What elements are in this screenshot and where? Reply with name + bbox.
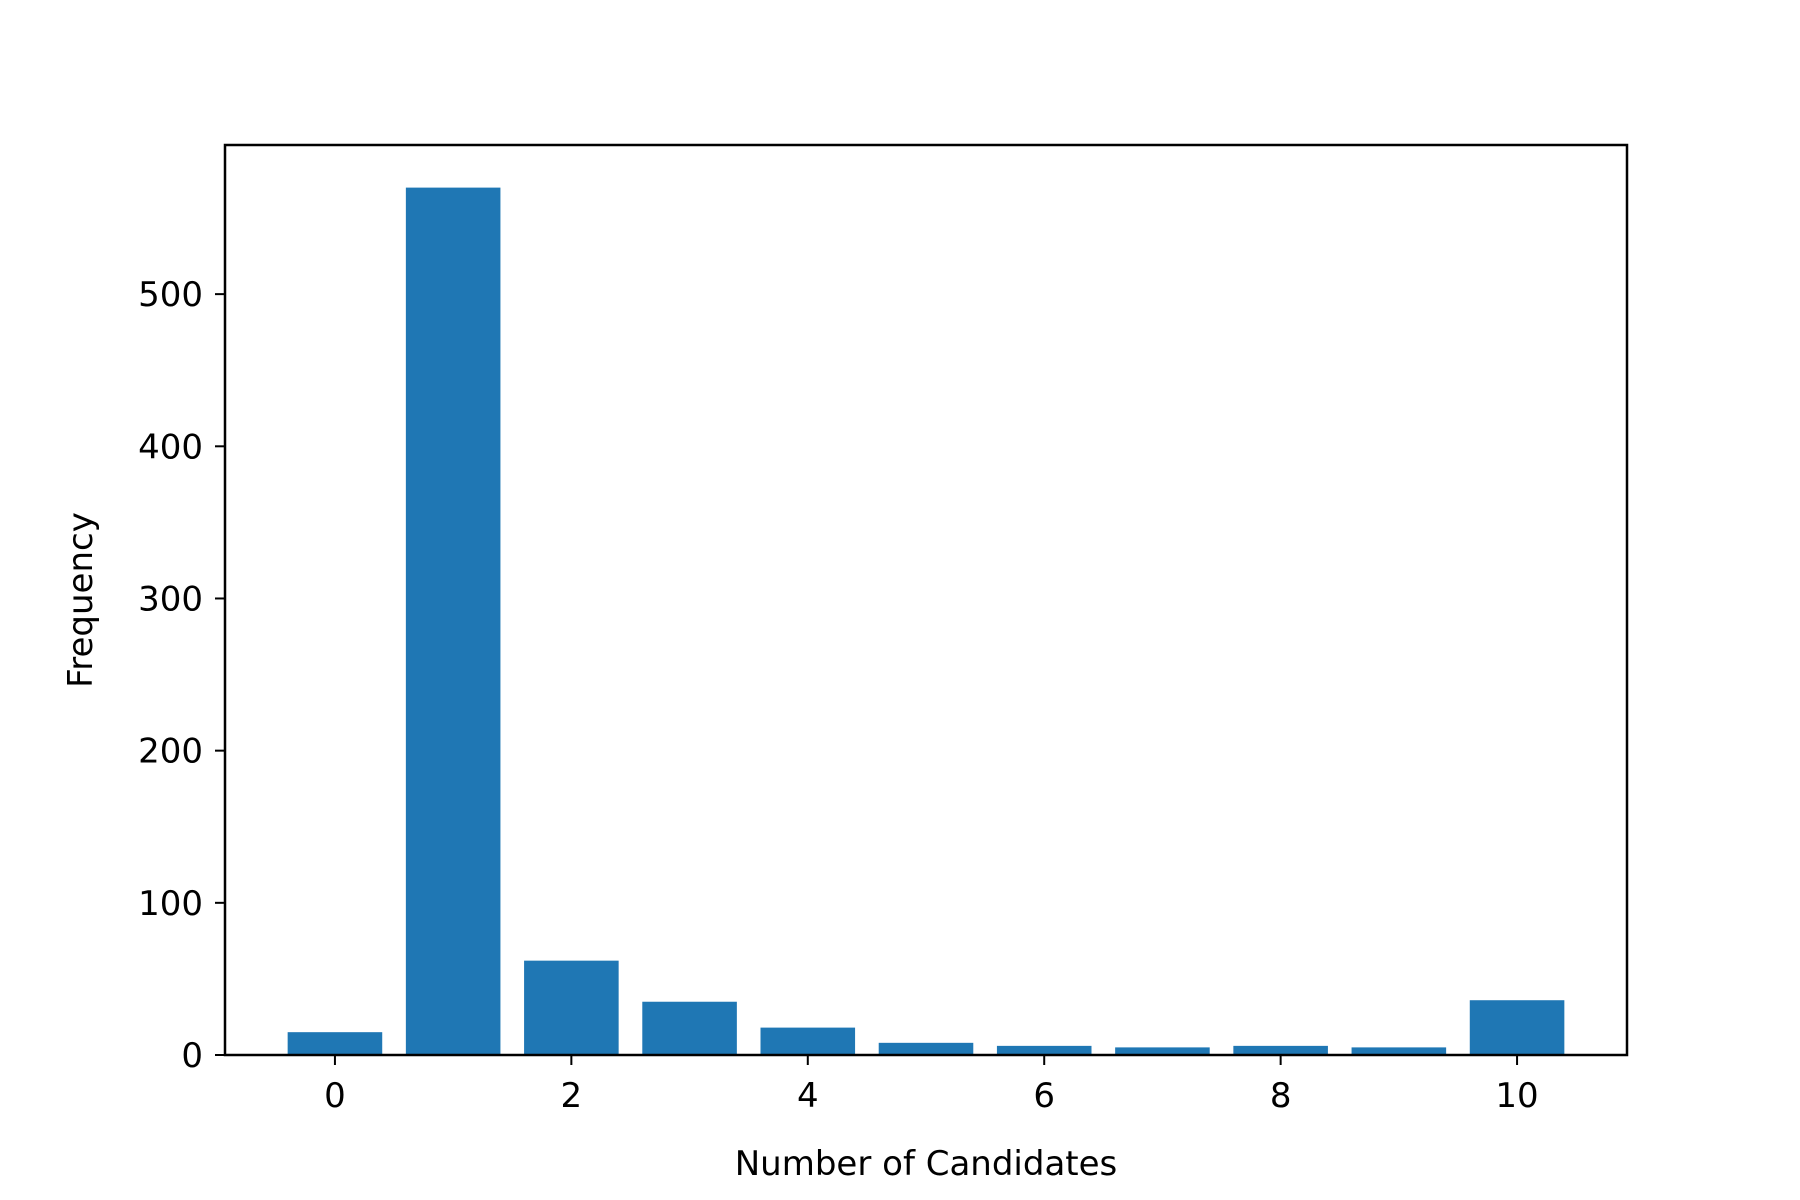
bars-group <box>287 187 1565 1055</box>
bar-6 <box>996 1045 1092 1055</box>
bar-1 <box>405 187 501 1055</box>
bar-5 <box>878 1042 974 1055</box>
y-axis: 0 100 200 300 400 500 <box>138 275 225 1076</box>
y-tick-label: 500 <box>138 275 203 315</box>
bar-2 <box>524 960 619 1055</box>
bar-0 <box>287 1032 383 1055</box>
y-tick-label: 200 <box>138 732 203 772</box>
x-axis-title: Number of Candidates <box>735 1144 1118 1184</box>
x-tick-label: 4 <box>797 1076 819 1116</box>
bar-3 <box>642 1001 737 1055</box>
x-axis: 0 2 4 6 8 10 <box>324 1055 1539 1116</box>
x-tick-label: 2 <box>561 1076 583 1116</box>
bar-9 <box>1351 1047 1447 1055</box>
bar-7 <box>1115 1047 1210 1055</box>
bar-8 <box>1233 1045 1328 1055</box>
x-tick-label: 8 <box>1270 1076 1292 1116</box>
y-tick-label: 400 <box>138 427 203 467</box>
plot-area-frame <box>223 143 1629 1057</box>
bar-4 <box>760 1027 856 1055</box>
y-tick-label: 300 <box>138 579 203 619</box>
y-tick-label: 0 <box>181 1036 203 1076</box>
bar-10 <box>1469 1000 1565 1055</box>
x-tick-label: 0 <box>324 1076 346 1116</box>
x-tick-label: 6 <box>1033 1076 1055 1116</box>
y-axis-title: Frequency <box>61 512 101 688</box>
x-tick-label: 10 <box>1495 1076 1538 1116</box>
y-tick-label: 100 <box>138 884 203 924</box>
